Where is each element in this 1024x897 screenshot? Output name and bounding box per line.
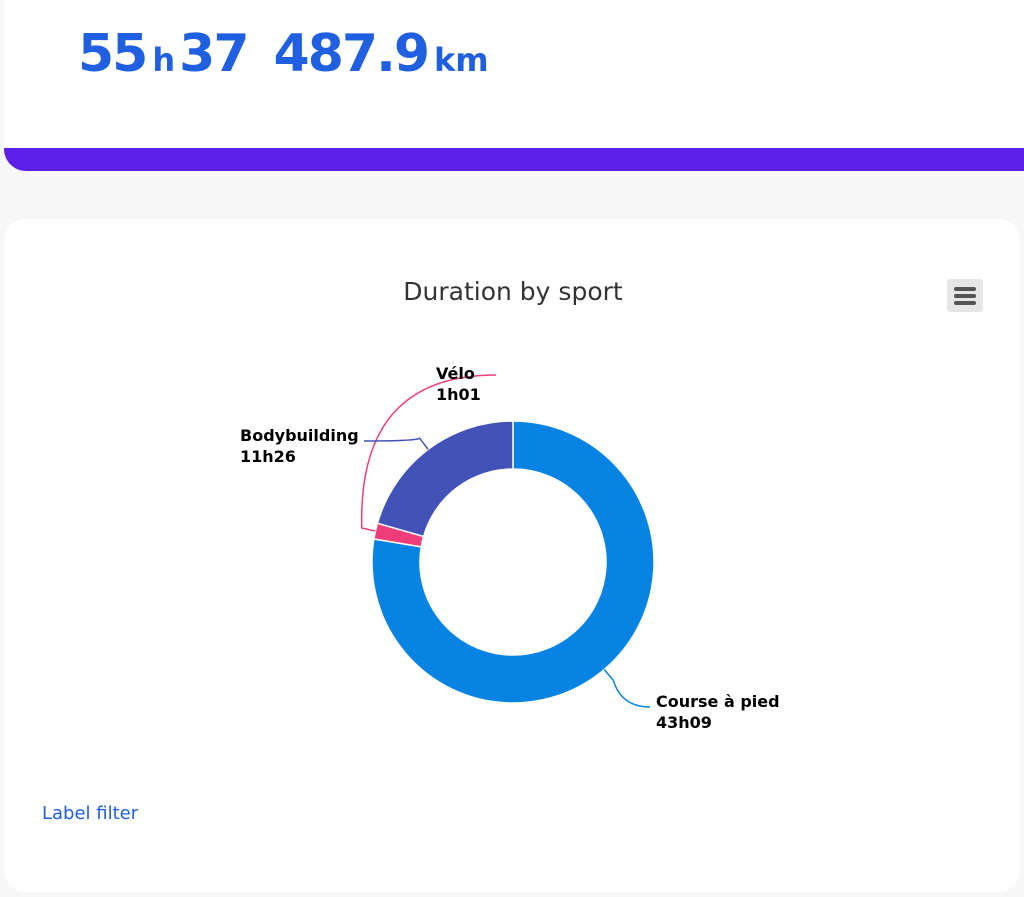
data-label-name: Bodybuilding bbox=[240, 426, 359, 445]
total-minutes: 37 bbox=[179, 24, 249, 84]
stats-summary: 55 h 37 487.9 km bbox=[78, 28, 493, 80]
connector-line bbox=[361, 374, 497, 532]
chart-menu-button[interactable] bbox=[947, 279, 983, 312]
stats-card: 55 h 37 487.9 km bbox=[4, 0, 1024, 148]
connector-line bbox=[363, 437, 429, 450]
slice-bodybuilding[interactable] bbox=[376, 420, 514, 538]
distance-unit: km bbox=[434, 41, 489, 79]
connector-line bbox=[603, 669, 651, 708]
data-label-name: Course à pied bbox=[656, 692, 780, 711]
label-filter-link[interactable]: Label filter bbox=[42, 803, 139, 824]
hours-unit: h bbox=[152, 41, 176, 79]
total-distance: 487.9 bbox=[273, 24, 430, 84]
donut-chart: Course à pied 43h09 Vélo 1h01 Bodybuilding 11… bbox=[240, 364, 780, 732]
slice-course-pied[interactable] bbox=[371, 420, 655, 704]
accent-bar bbox=[4, 148, 1024, 171]
data-label-value: 1h01 bbox=[436, 385, 481, 404]
chart-card: Duration by sport Course à pied 43h09 Vélo… bbox=[4, 219, 1020, 892]
total-hours: 55 bbox=[78, 24, 148, 84]
chart-title: Duration by sport bbox=[403, 277, 623, 306]
data-label-value: 11h26 bbox=[240, 447, 296, 466]
data-label-name: Vélo bbox=[436, 364, 475, 383]
data-label-value: 43h09 bbox=[656, 713, 712, 732]
